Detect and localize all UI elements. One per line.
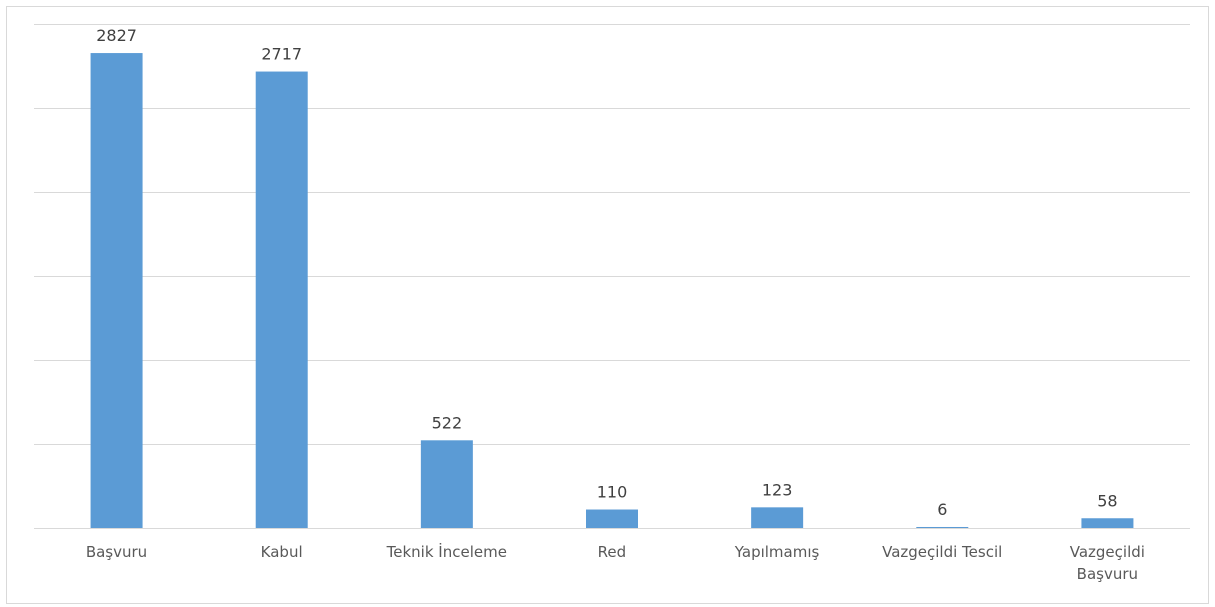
bar (420, 440, 473, 528)
x-tick-label: Yapılmamış (734, 543, 820, 561)
data-label: 2717 (261, 45, 302, 64)
data-label: 2827 (96, 26, 137, 45)
bar (90, 53, 143, 529)
data-label: 110 (597, 483, 628, 502)
bar (751, 507, 804, 528)
bar (255, 71, 308, 528)
data-label: 6 (937, 500, 947, 519)
x-tick-label: Kabul (260, 543, 303, 561)
x-tick-label: Vazgeçildi Başvuru (1069, 543, 1145, 583)
x-tick-label: Başvuru (85, 543, 148, 561)
bar (586, 509, 638, 528)
data-label: 522 (432, 413, 463, 432)
x-tick-label: Vazgeçildi Tescil (882, 543, 1003, 561)
x-tick-label: Red (597, 543, 627, 561)
x-tick-label: Teknik İnceleme (386, 543, 507, 561)
chart-border (6, 6, 1209, 604)
bar (916, 526, 969, 528)
data-label: 123 (762, 480, 793, 499)
bar (1081, 518, 1134, 528)
data-label: 58 (1097, 491, 1117, 510)
